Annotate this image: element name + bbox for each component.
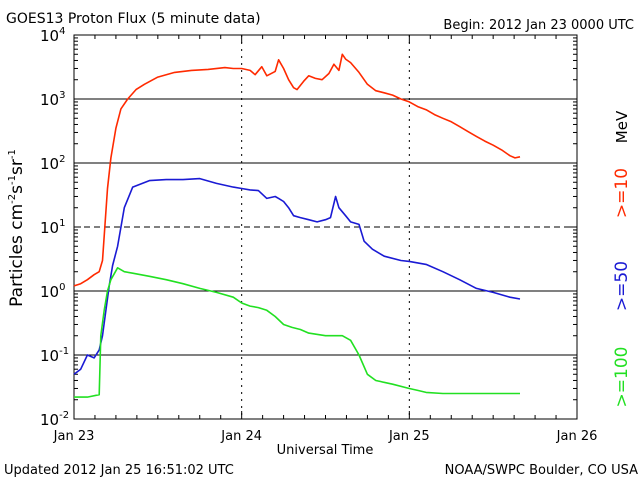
series-line-0: [73, 53, 521, 287]
gridlines: [74, 35, 577, 419]
y-tick-label: 103: [40, 90, 65, 109]
unit-label: MeV: [613, 110, 631, 143]
x-tick-label: Jan 25: [388, 429, 430, 444]
chart-title: GOES13 Proton Flux (5 minute data): [6, 11, 261, 27]
x-axis-label: Universal Time: [277, 443, 374, 458]
y-tick-label: 104: [40, 26, 65, 45]
x-tick-label: Jan 24: [220, 429, 262, 444]
y-tick-label: 100: [40, 282, 65, 301]
legend-ge10: >=10: [612, 168, 632, 218]
x-tick-label: Jan 23: [53, 429, 95, 444]
series-line-2: [74, 267, 520, 398]
y-tick-labels: 10-2 10-1 100 101 102 103 104: [40, 26, 69, 429]
begin-time: Begin: 2012 Jan 23 0000 UTC: [443, 18, 634, 33]
x-tick-labels: Jan 23 Jan 24 Jan 25 Jan 26: [53, 429, 598, 444]
y-tick-label: 10-2: [40, 410, 69, 429]
series-line-1: [73, 177, 521, 375]
legend-ge100: >=100: [612, 347, 632, 408]
axis-ticks: [73, 35, 578, 420]
x-tick-label: Jan 26: [556, 429, 598, 444]
y-axis-label: Particles cm-2s-1sr-1: [7, 149, 27, 307]
y-tick-label: 102: [40, 154, 65, 173]
series-lines: [73, 53, 521, 398]
credit: NOAA/SWPC Boulder, CO USA: [445, 463, 638, 478]
legend-ge50: >=50: [612, 261, 632, 311]
y-tick-label: 10-1: [40, 346, 69, 365]
updated-time: Updated 2012 Jan 25 16:51:02 UTC: [4, 463, 234, 478]
y-tick-label: 101: [40, 218, 65, 237]
